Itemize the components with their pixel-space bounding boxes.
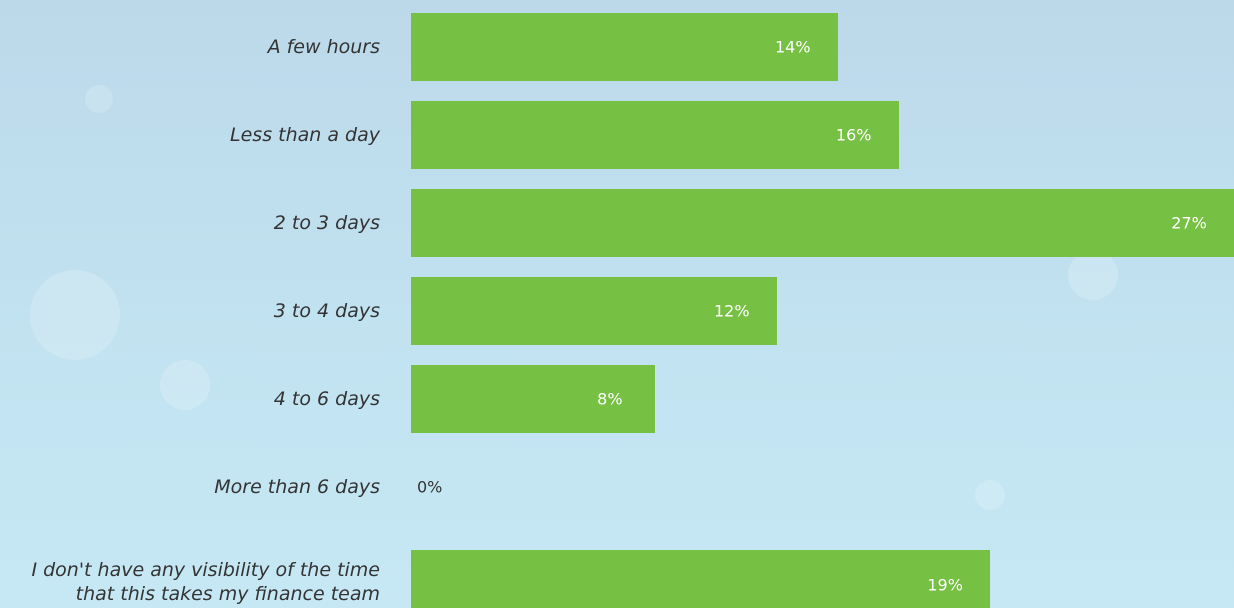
bar xyxy=(411,189,1234,257)
category-label: Less than a day xyxy=(230,124,380,146)
bar xyxy=(411,101,899,169)
bar xyxy=(411,365,655,433)
decoration xyxy=(160,360,210,410)
category-label: A few hours xyxy=(267,36,380,58)
category-label: 4 to 6 days xyxy=(273,388,380,410)
decoration xyxy=(1068,250,1118,300)
value-label: 14% xyxy=(774,37,811,57)
value-label: 27% xyxy=(1171,213,1207,233)
value-label: 8% xyxy=(597,389,623,409)
bar xyxy=(411,550,991,608)
bar xyxy=(411,13,838,81)
decoration xyxy=(85,85,113,113)
decoration xyxy=(30,270,120,360)
value-label: 0% xyxy=(417,477,443,497)
category-label: 3 to 4 days xyxy=(273,300,380,322)
value-label: 16% xyxy=(835,125,872,145)
decoration xyxy=(975,480,1005,510)
bar xyxy=(411,277,777,345)
category-label: I don't have any visibility of the time … xyxy=(31,559,380,605)
value-label: 12% xyxy=(713,301,750,321)
category-label: 2 to 3 days xyxy=(273,212,380,234)
value-label: 19% xyxy=(927,575,963,595)
category-label: More than 6 days xyxy=(214,476,380,498)
